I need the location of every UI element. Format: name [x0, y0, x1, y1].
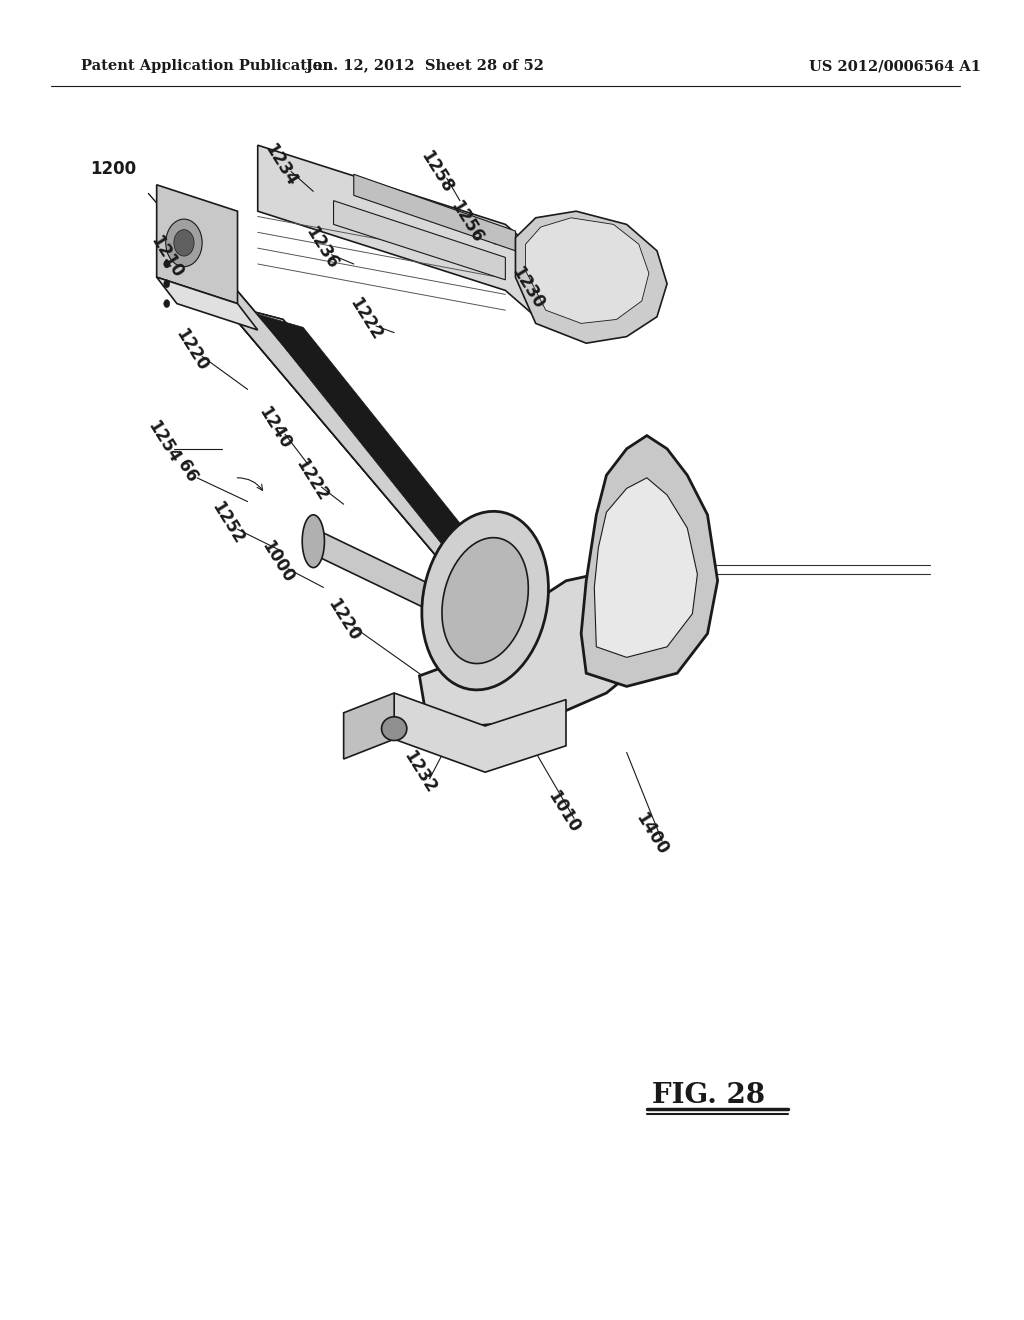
- Ellipse shape: [422, 511, 549, 690]
- Polygon shape: [258, 145, 536, 317]
- Polygon shape: [420, 574, 647, 726]
- Text: 1210: 1210: [146, 234, 186, 281]
- Text: 1232: 1232: [399, 747, 439, 797]
- Polygon shape: [515, 211, 667, 343]
- Polygon shape: [353, 174, 515, 251]
- Polygon shape: [157, 185, 238, 304]
- Polygon shape: [334, 201, 506, 280]
- Circle shape: [164, 280, 170, 288]
- Polygon shape: [582, 436, 718, 686]
- Ellipse shape: [382, 717, 407, 741]
- Polygon shape: [344, 693, 394, 759]
- Text: 1200: 1200: [90, 160, 136, 178]
- Text: Jan. 12, 2012  Sheet 28 of 52: Jan. 12, 2012 Sheet 28 of 52: [305, 59, 544, 74]
- Text: 1220: 1220: [172, 326, 212, 374]
- Text: 66: 66: [173, 457, 201, 486]
- Text: 1400: 1400: [632, 810, 672, 858]
- Circle shape: [164, 260, 170, 268]
- Ellipse shape: [302, 515, 325, 568]
- Polygon shape: [313, 528, 506, 647]
- Polygon shape: [222, 304, 566, 653]
- Text: 1222: 1222: [292, 455, 331, 506]
- Text: 1254: 1254: [143, 418, 183, 466]
- Text: 1252: 1252: [208, 499, 248, 546]
- Text: 1220: 1220: [324, 597, 364, 644]
- Circle shape: [174, 230, 195, 256]
- Text: Patent Application Publication: Patent Application Publication: [81, 59, 333, 74]
- Text: 1234: 1234: [261, 140, 301, 190]
- Text: 1258: 1258: [417, 148, 457, 195]
- Circle shape: [164, 300, 170, 308]
- Text: 1256: 1256: [447, 198, 486, 246]
- Text: 1000: 1000: [258, 539, 298, 586]
- Polygon shape: [157, 277, 258, 330]
- Circle shape: [166, 219, 202, 267]
- Polygon shape: [258, 314, 561, 649]
- Text: 1230: 1230: [508, 264, 548, 312]
- Text: 1240: 1240: [255, 404, 295, 451]
- Text: 1222: 1222: [346, 294, 386, 345]
- Polygon shape: [594, 478, 697, 657]
- Ellipse shape: [442, 537, 528, 664]
- Polygon shape: [525, 218, 649, 323]
- Text: 1010: 1010: [544, 788, 584, 836]
- Polygon shape: [394, 693, 566, 772]
- Text: US 2012/0006564 A1: US 2012/0006564 A1: [809, 59, 981, 74]
- Text: FIG. 28: FIG. 28: [652, 1082, 765, 1109]
- Polygon shape: [222, 273, 506, 638]
- Text: 1236: 1236: [301, 224, 341, 272]
